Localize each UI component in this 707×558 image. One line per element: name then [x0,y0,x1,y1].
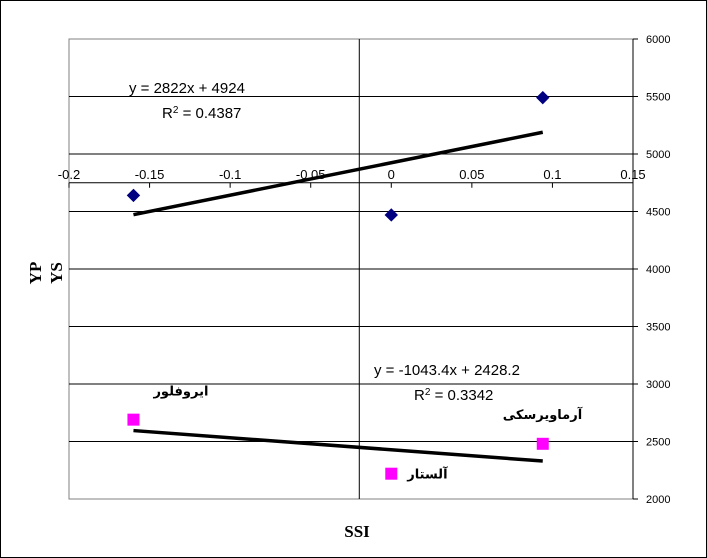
x-tick-label: -0.1 [219,167,241,182]
data-point-diamond [126,188,141,203]
x-tick-label: 0.05 [459,167,484,182]
axes: 2000 2500 3000 3500 4000 4500 5000 5500 6000 -0.2… [58,34,671,506]
y-tick-label: 6000 [646,34,670,46]
x-tick-label: 0.1 [543,167,561,182]
y-tick-label: 3500 [646,322,670,334]
data-point-diamond [536,90,550,105]
trendline-equation: y = 2822x + 4924 [129,80,245,97]
y-axis-title-inner: YS [47,262,66,284]
x-tick-label: 0 [388,167,395,182]
y-tick-label: 5500 [646,92,670,104]
data-label: آلستار [406,466,448,482]
data-points [126,90,550,480]
data-point-square [536,437,549,450]
x-tick-label: 0.15 [620,167,645,182]
gridlines [69,96,633,442]
y-tick-label: 4000 [646,264,670,276]
ylabel-mask [20,252,68,294]
x-axis-title: SSI [344,522,370,541]
trendline-equation: y = -1043.4x + 2428.2 [374,362,520,379]
trendline [133,130,544,217]
y-tick-label: 3000 [646,379,670,391]
r-squared: R2 = 0.3342 [414,387,493,405]
y-tick-label: 4500 [646,207,670,219]
data-label: ایروفلور [152,384,208,399]
x-tick-label: -0.2 [58,167,80,182]
data-point-square [127,413,140,426]
trendlines [133,130,544,463]
y-tick-label: 2000 [646,494,670,506]
trendline [133,428,543,463]
y-axis-title-outer: YP [26,262,45,285]
text-labels: ایروفلور آلستار آرماویرسکی y = 2822x + 4924… [129,80,583,482]
data-point-diamond [384,208,398,222]
data-label: آرماویرسکی [503,406,583,422]
y-tick-label: 2500 [646,437,670,449]
data-point-square [385,467,398,480]
y-tick-label: 5000 [646,149,670,161]
x-tick-label: -0.15 [135,167,165,182]
r-squared: R2 = 0.4387 [162,105,241,123]
